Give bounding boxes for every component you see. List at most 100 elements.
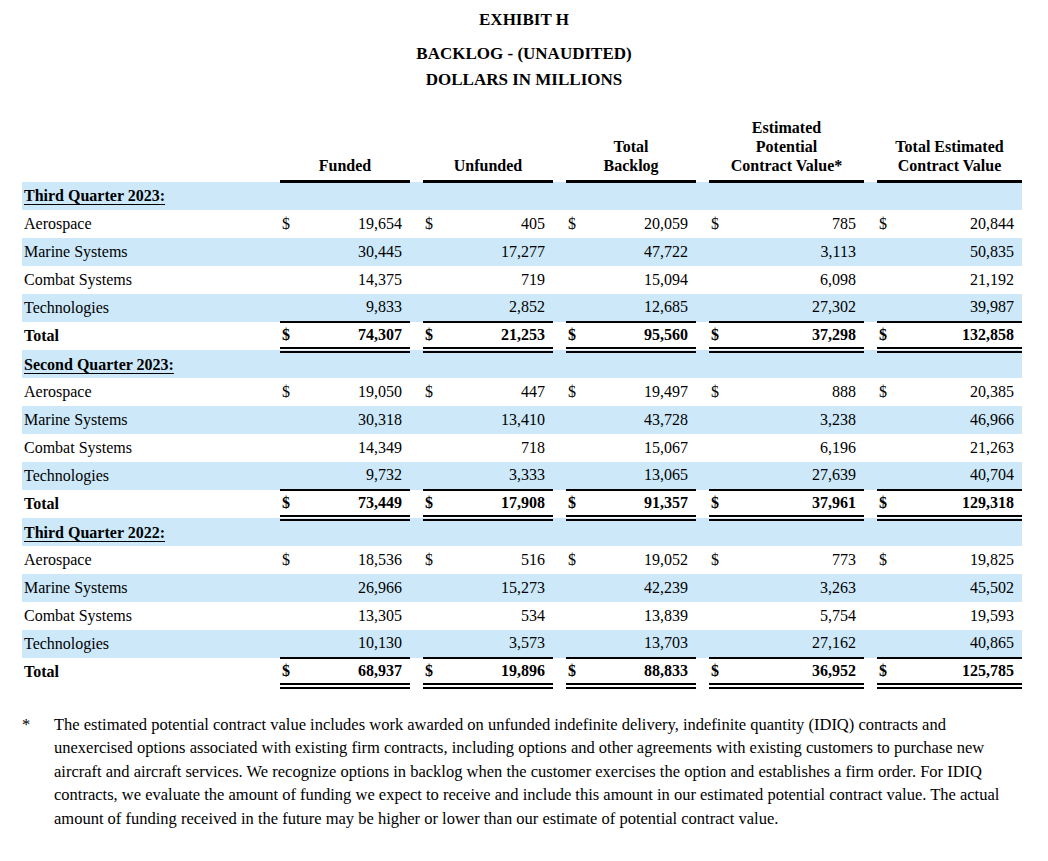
cell-value: 9,732 [300,462,410,490]
column-gap [864,658,877,686]
column-gap [553,574,566,602]
column-header-total-backlog: Total Backlog [566,118,696,182]
dollar-sign: $ [709,322,729,350]
dollar-sign: $ [423,322,443,350]
section-heading-text: Third Quarter 2023: [24,187,165,204]
row-label: Marine Systems [22,406,280,434]
column-gap [553,490,566,518]
dollar-sign: $ [566,210,586,238]
table-header: Funded Unfunded Total Backlog Estimated … [22,118,1022,182]
section-heading: Second Quarter 2023: [22,350,1022,378]
dollar-sign [709,294,729,322]
cell-value: 37,961 [729,490,864,518]
cell-value: 21,263 [897,434,1022,462]
dollar-sign: $ [566,490,586,518]
cell-value: 3,263 [729,574,864,602]
cell-value: 2,852 [443,294,553,322]
column-gap [553,630,566,658]
dollar-sign [280,462,300,490]
table-row: Marine Systems30,31813,41043,7283,23846,… [22,406,1022,434]
column-gap [553,118,566,182]
cell-value: 516 [443,546,553,574]
cell-value: 19,825 [897,546,1022,574]
column-gap [553,462,566,490]
dollar-sign: $ [877,658,897,686]
cell-value: 3,113 [729,238,864,266]
cell-value: 46,966 [897,406,1022,434]
dollar-sign [280,602,300,630]
dollar-sign [566,574,586,602]
dollar-sign: $ [709,658,729,686]
table-row: Combat Systems14,34971815,0676,19621,263 [22,434,1022,462]
dollar-sign [709,602,729,630]
dollar-sign [423,602,443,630]
dollar-sign: $ [280,546,300,574]
total-label: Total [22,658,280,686]
dollar-sign: $ [877,210,897,238]
cell-value: 5,754 [729,602,864,630]
cell-value: 14,349 [300,434,410,462]
table-row: Technologies9,7323,33313,06527,63940,704 [22,462,1022,490]
row-label: Technologies [22,294,280,322]
row-label: Marine Systems [22,574,280,602]
column-gap [410,238,423,266]
dollar-sign [877,238,897,266]
backlog-table: Funded Unfunded Total Backlog Estimated … [22,118,1022,689]
dollar-sign [280,238,300,266]
cell-value: 17,277 [443,238,553,266]
dollar-sign [423,574,443,602]
dollar-sign: $ [280,658,300,686]
dollar-sign: $ [280,490,300,518]
dollar-sign [566,238,586,266]
dollar-sign: $ [877,546,897,574]
cell-value: 43,728 [586,406,696,434]
column-gap [864,322,877,350]
column-gap [864,238,877,266]
cell-value: 68,937 [300,658,410,686]
column-gap [410,630,423,658]
table-row: Aerospace$19,050$447$19,497$888$20,385 [22,378,1022,406]
column-gap [410,574,423,602]
column-gap [864,546,877,574]
dollar-sign [280,406,300,434]
cell-value: 15,067 [586,434,696,462]
cell-value: 447 [443,378,553,406]
dollar-sign [566,294,586,322]
footnote: * The estimated potential contract value… [22,713,1022,831]
dollar-sign: $ [709,378,729,406]
cell-value: 21,253 [443,322,553,350]
column-gap [410,266,423,294]
dollar-sign [877,294,897,322]
exhibit-page: EXHIBIT H BACKLOG - (UNAUDITED) DOLLARS … [0,0,1048,861]
cell-value: 91,357 [586,490,696,518]
cell-value: 19,593 [897,602,1022,630]
column-header-estimated-potential: Estimated Potential Contract Value* [709,118,864,182]
cell-value: 15,094 [586,266,696,294]
column-gap [553,238,566,266]
table-row: Technologies9,8332,85212,68527,30239,987 [22,294,1022,322]
column-gap [864,266,877,294]
column-gap [864,406,877,434]
dollar-sign [280,434,300,462]
column-gap [696,322,709,350]
dollar-sign [423,434,443,462]
cell-value: 785 [729,210,864,238]
section-heading-row: Second Quarter 2023: [22,350,1022,378]
dollar-sign [877,266,897,294]
cell-value: 719 [443,266,553,294]
row-label: Aerospace [22,546,280,574]
backlog-table-body: Third Quarter 2023:Aerospace$19,654$405$… [22,182,1022,686]
cell-value: 19,497 [586,378,696,406]
column-header-funded: Funded [280,118,410,182]
table-row: Marine Systems26,96615,27342,2393,26345,… [22,574,1022,602]
cell-value: 19,896 [443,658,553,686]
column-gap [696,630,709,658]
cell-value: 3,333 [443,462,553,490]
column-gap [553,210,566,238]
column-gap [410,378,423,406]
column-gap [410,658,423,686]
column-header-total-estimated: Total Estimated Contract Value [877,118,1022,182]
cell-value: 6,098 [729,266,864,294]
cell-value: 9,833 [300,294,410,322]
row-label: Technologies [22,462,280,490]
